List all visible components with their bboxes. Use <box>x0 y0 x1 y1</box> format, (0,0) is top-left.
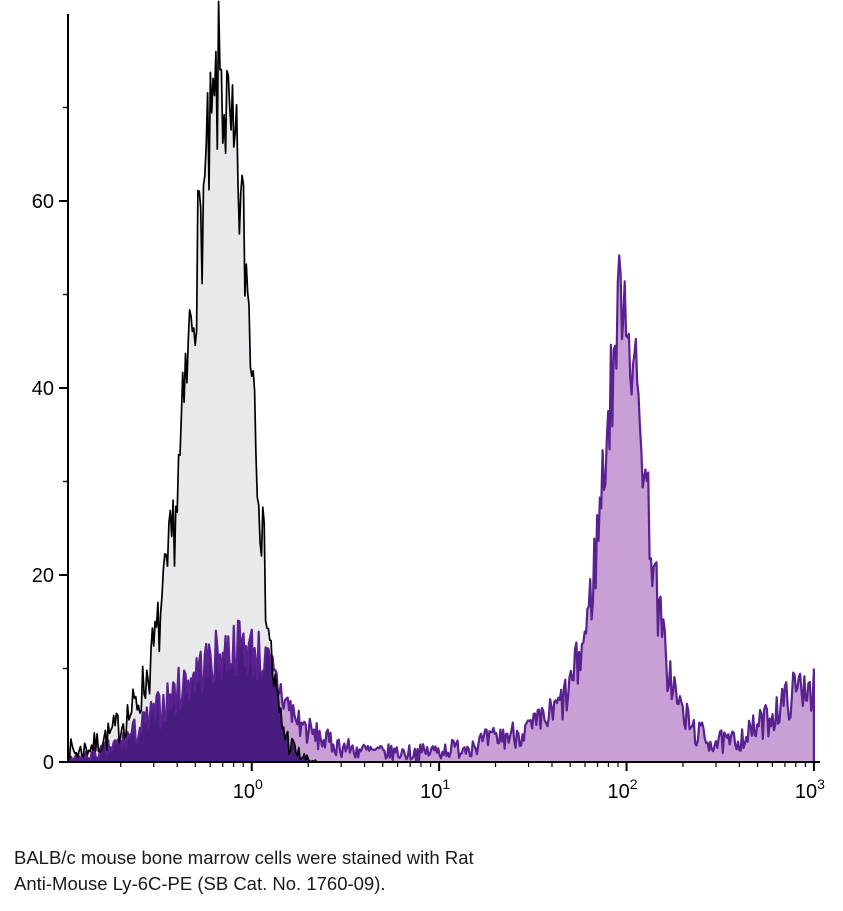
caption-line-2: Anti-Mouse Ly-6C-PE (SB Cat. No. 1760-09… <box>14 872 386 894</box>
svg-text:100: 100 <box>233 776 263 800</box>
svg-text:20: 20 <box>32 565 54 587</box>
svg-text:0: 0 <box>43 752 54 774</box>
svg-text:40: 40 <box>32 378 54 400</box>
svg-text:101: 101 <box>420 776 450 800</box>
svg-text:60: 60 <box>32 191 54 213</box>
histogram-plot: 0 20 40 60 100 101 102 103 <box>32 0 825 800</box>
svg-text:102: 102 <box>608 776 638 800</box>
svg-text:103: 103 <box>795 776 825 800</box>
caption-line-1: BALB/c mouse bone marrow cells were stai… <box>14 847 474 868</box>
histogram-plot-area: 0 20 40 60 100 101 102 103 <box>32 0 825 800</box>
figure-caption: BALB/c mouse bone marrow cells were stai… <box>14 845 814 896</box>
